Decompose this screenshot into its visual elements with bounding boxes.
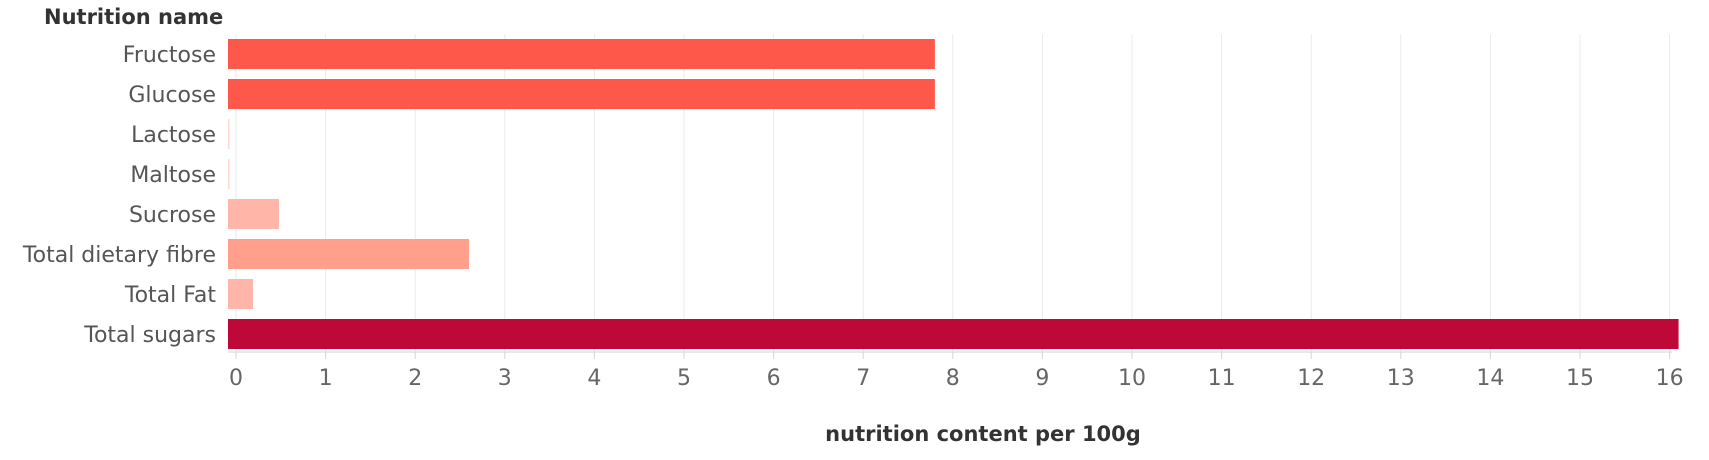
tick-label-4: 4 (587, 366, 601, 391)
category-labels: Fructose Glucose Lactose Maltose Sucrose Tota… (22, 43, 216, 348)
tick-label-15: 15 (1566, 366, 1594, 391)
bar-total-fat (228, 279, 254, 309)
category-label-sucrose: Sucrose (129, 203, 216, 228)
bar-total-sugars (228, 319, 1679, 349)
category-label-total-fat: Total Fat (124, 283, 216, 308)
bar-total-dietary-fibre (228, 239, 469, 269)
category-label-total-dietary-fibre: Total dietary fibre (22, 243, 216, 268)
tick-label-9: 9 (1035, 366, 1049, 391)
x-axis-title: nutrition content per 100g (825, 422, 1141, 446)
row-header: Nutrition name (44, 5, 223, 29)
bar-sucrose (228, 199, 280, 229)
bar-lactose (228, 119, 230, 149)
tick-label-5: 5 (677, 366, 691, 391)
category-label-glucose: Glucose (128, 83, 216, 108)
tick-label-13: 13 (1387, 366, 1415, 391)
bar-maltose (228, 159, 230, 189)
bar-fructose (228, 39, 935, 69)
bar-glucose (228, 79, 935, 109)
x-axis: 0 1 2 3 4 5 6 7 8 9 10 11 12 13 14 15 16 (228, 351, 1684, 391)
tick-label-2: 2 (408, 366, 422, 391)
tick-label-14: 14 (1476, 366, 1504, 391)
tick-label-8: 8 (946, 366, 960, 391)
tick-label-12: 12 (1297, 366, 1325, 391)
category-label-lactose: Lactose (131, 123, 216, 148)
tick-label-11: 11 (1208, 366, 1236, 391)
bar-layer (228, 39, 1679, 349)
tick-label-10: 10 (1118, 366, 1146, 391)
tick-label-7: 7 (856, 366, 870, 391)
category-label-maltose: Maltose (130, 163, 216, 188)
category-label-total-sugars: Total sugars (83, 323, 216, 348)
tick-label-0: 0 (229, 366, 243, 391)
tick-label-1: 1 (319, 366, 333, 391)
category-label-fructose: Fructose (123, 43, 216, 68)
tick-label-3: 3 (498, 366, 512, 391)
tick-label-6: 6 (767, 366, 781, 391)
tick-label-16: 16 (1656, 366, 1684, 391)
